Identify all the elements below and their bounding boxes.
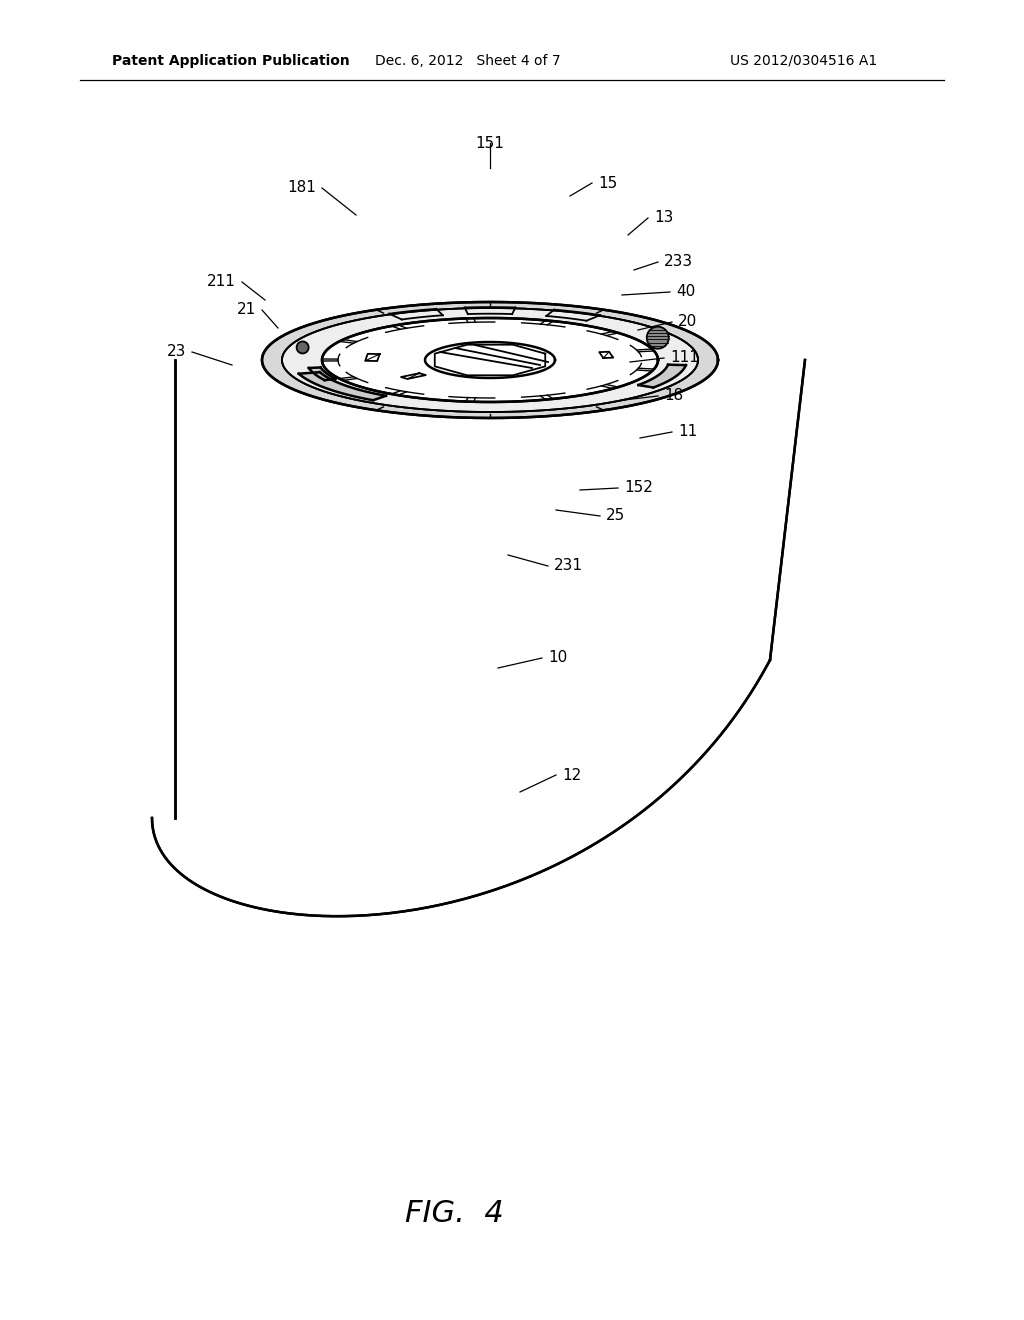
Text: FIG.  4: FIG. 4 xyxy=(406,1199,504,1228)
Text: Dec. 6, 2012   Sheet 4 of 7: Dec. 6, 2012 Sheet 4 of 7 xyxy=(375,54,560,69)
Circle shape xyxy=(297,342,308,354)
Text: 10: 10 xyxy=(548,651,567,665)
Polygon shape xyxy=(322,318,658,403)
Text: 11: 11 xyxy=(678,425,697,440)
Text: 111: 111 xyxy=(670,351,698,366)
Text: 23: 23 xyxy=(167,345,186,359)
Polygon shape xyxy=(262,302,718,418)
Polygon shape xyxy=(401,374,426,379)
Text: 21: 21 xyxy=(237,302,256,318)
Text: 211: 211 xyxy=(207,275,236,289)
Text: 12: 12 xyxy=(562,767,582,783)
Text: 15: 15 xyxy=(598,176,617,190)
Polygon shape xyxy=(309,367,336,380)
Text: 181: 181 xyxy=(287,181,316,195)
Text: 25: 25 xyxy=(606,508,626,524)
Polygon shape xyxy=(299,372,386,400)
Circle shape xyxy=(647,327,669,348)
Polygon shape xyxy=(425,342,555,378)
Text: 231: 231 xyxy=(554,558,583,573)
Polygon shape xyxy=(152,360,805,916)
Text: 18: 18 xyxy=(664,388,683,404)
Text: Patent Application Publication: Patent Application Publication xyxy=(112,54,350,69)
Text: US 2012/0304516 A1: US 2012/0304516 A1 xyxy=(730,54,878,69)
Polygon shape xyxy=(366,354,380,362)
Text: 20: 20 xyxy=(678,314,697,330)
Polygon shape xyxy=(638,364,686,388)
Text: 233: 233 xyxy=(664,255,693,269)
Text: 13: 13 xyxy=(654,210,674,226)
Polygon shape xyxy=(282,308,698,412)
Polygon shape xyxy=(282,308,698,412)
Text: 152: 152 xyxy=(624,480,653,495)
Text: 151: 151 xyxy=(475,136,505,150)
Text: 40: 40 xyxy=(676,285,695,300)
Polygon shape xyxy=(599,351,613,358)
